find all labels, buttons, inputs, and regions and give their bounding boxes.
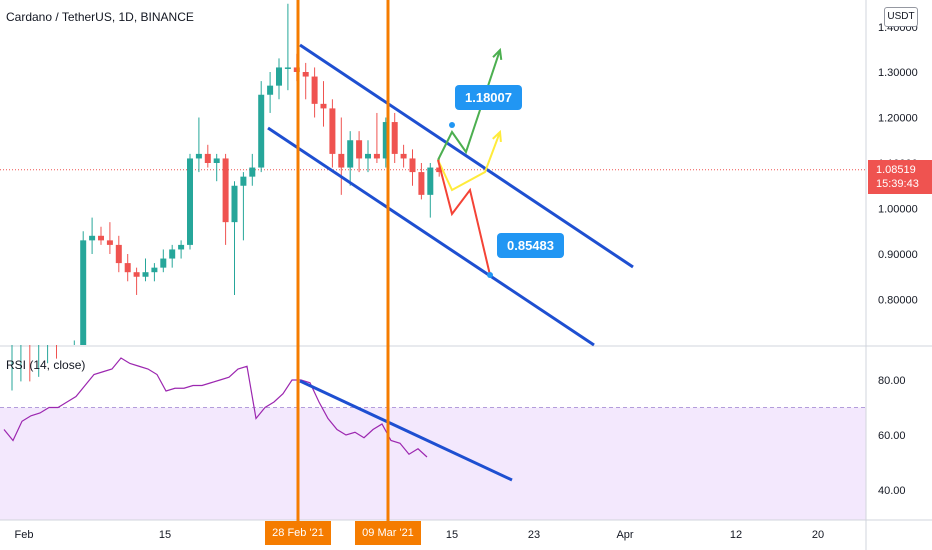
symbol-title: Cardano / TetherUS, 1D, BINANCE bbox=[6, 10, 194, 24]
candle-body bbox=[231, 185, 238, 223]
candle-body bbox=[418, 172, 425, 195]
price-tick-label: 1.30000 bbox=[878, 67, 918, 79]
candle-body bbox=[391, 122, 398, 154]
time-tick-label: 12 bbox=[730, 529, 742, 541]
price-tick-label: 1.00000 bbox=[878, 204, 918, 216]
projection-path bbox=[437, 159, 491, 276]
time-tick-label: Feb bbox=[15, 529, 34, 541]
candle-body bbox=[204, 153, 211, 163]
candle-body bbox=[160, 258, 167, 268]
candle-body bbox=[400, 153, 407, 159]
rsi-tick-label: 40.00 bbox=[878, 485, 906, 497]
candle-body bbox=[142, 272, 149, 277]
time-tick-label: 20 bbox=[812, 529, 824, 541]
projection-arrowhead bbox=[492, 129, 502, 143]
candle-body bbox=[195, 153, 202, 159]
candle-body bbox=[267, 85, 274, 95]
candle-body bbox=[347, 140, 354, 168]
candle-body bbox=[133, 272, 140, 277]
candle-body bbox=[89, 235, 96, 241]
rsi-tick-label: 80.00 bbox=[878, 375, 906, 387]
candle-body bbox=[320, 103, 327, 109]
lower-target-point bbox=[487, 272, 493, 278]
candle-body bbox=[240, 176, 247, 186]
candle-body bbox=[302, 72, 309, 77]
candle-body bbox=[338, 153, 345, 168]
date-marker-28-feb: 28 Feb '21 bbox=[265, 521, 331, 545]
candle-body bbox=[409, 158, 416, 173]
rsi-tick-label: 60.00 bbox=[878, 430, 906, 442]
candle-body bbox=[222, 158, 229, 223]
rsi-band bbox=[0, 407, 866, 520]
candle-body bbox=[178, 244, 185, 250]
candle-body bbox=[80, 240, 87, 345]
rsi-trend-line bbox=[299, 379, 513, 482]
upper-target-callout[interactable]: 1.18007 bbox=[455, 85, 522, 110]
candle-body bbox=[213, 158, 220, 163]
candle-body bbox=[436, 167, 443, 173]
candle-body bbox=[151, 267, 158, 273]
lower-target-callout[interactable]: 0.85483 bbox=[497, 233, 564, 258]
candle-body bbox=[98, 235, 104, 241]
candle-body bbox=[373, 153, 380, 159]
candle-body bbox=[187, 158, 193, 245]
channel-lower-line bbox=[267, 126, 595, 347]
rsi-indicator-label: RSI (14, close) bbox=[6, 358, 86, 372]
time-tick-label: 15 bbox=[159, 529, 171, 541]
projection-arrowhead bbox=[492, 47, 503, 61]
candle-body bbox=[249, 167, 256, 177]
candle-body bbox=[329, 108, 336, 154]
time-tick-label: 23 bbox=[528, 529, 540, 541]
candle-body bbox=[276, 67, 282, 86]
projection-path bbox=[437, 131, 501, 192]
candle-body bbox=[169, 249, 176, 259]
upper-target-point bbox=[449, 122, 455, 128]
rsi-line bbox=[3, 357, 428, 458]
candle-body bbox=[124, 263, 131, 273]
current-price-tag: 1.08519 15:39:43 bbox=[868, 160, 932, 194]
candle-body bbox=[356, 140, 363, 159]
candle-body bbox=[284, 67, 291, 69]
time-tick-label: 15 bbox=[446, 529, 458, 541]
candle-body bbox=[427, 167, 434, 195]
price-tick-label: 1.20000 bbox=[878, 113, 918, 125]
price-tick-label: 0.80000 bbox=[878, 295, 918, 307]
candle-body bbox=[365, 153, 371, 159]
date-marker-09-mar: 09 Mar '21 bbox=[355, 521, 421, 545]
time-tick-label: Apr bbox=[616, 529, 633, 541]
candle-body bbox=[311, 76, 318, 104]
candle-body bbox=[115, 244, 122, 264]
channel-upper-line bbox=[299, 43, 634, 269]
current-price-value: 1.08519 bbox=[876, 164, 916, 176]
candle-countdown: 15:39:43 bbox=[876, 178, 919, 190]
candle-body bbox=[382, 122, 389, 159]
candle-body bbox=[106, 240, 113, 245]
price-tick-label: 0.90000 bbox=[878, 249, 918, 261]
candle-body bbox=[258, 94, 265, 168]
currency-badge[interactable]: USDT bbox=[884, 7, 918, 27]
